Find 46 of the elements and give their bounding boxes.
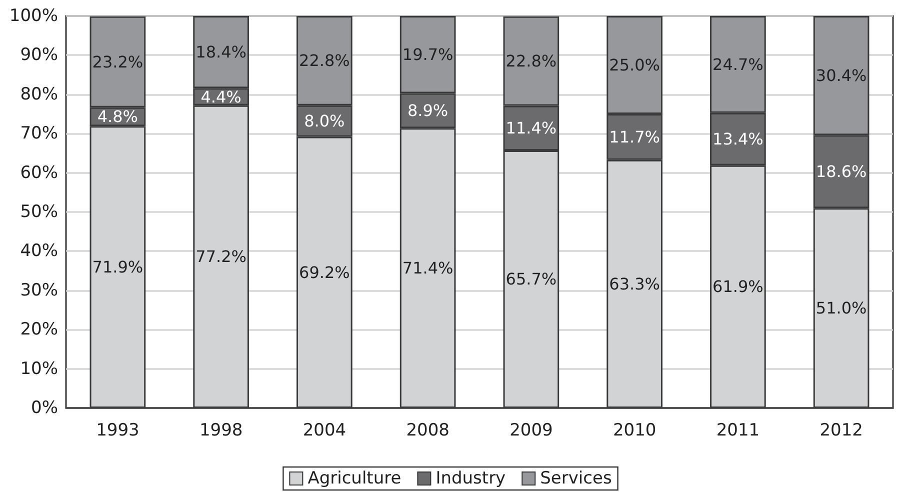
data-label: 51.0%	[816, 298, 867, 318]
data-label: 71.9%	[92, 258, 144, 277]
data-label: 8.9%	[407, 101, 448, 120]
data-label: 4.4%	[200, 87, 242, 106]
x-tick-label: 1993	[96, 420, 140, 440]
data-label: 24.7%	[712, 54, 764, 74]
x-tick-label: 1998	[199, 420, 243, 440]
legend-label: Industry	[436, 468, 506, 488]
x-tick-label: 2009	[510, 420, 553, 440]
data-label: 65.7%	[506, 270, 557, 289]
data-label: 69.2%	[299, 262, 350, 282]
data-label: 71.4%	[402, 258, 454, 278]
data-label: 25.0%	[609, 56, 660, 74]
data-label: 11.4%	[506, 118, 557, 138]
data-label: 22.8%	[506, 52, 557, 71]
data-label: 77.2%	[196, 247, 246, 266]
data-label: 30.4%	[816, 66, 867, 86]
legend-label: Services	[540, 468, 612, 488]
data-label: 63.3%	[609, 274, 660, 294]
y-tick-label: 70%	[20, 124, 58, 144]
y-tick-label: 60%	[20, 162, 58, 183]
x-tick-label: 2012	[820, 420, 863, 440]
data-label: 11.7%	[609, 127, 660, 146]
y-tick-label: 50%	[20, 202, 58, 222]
x-tick-label: 2004	[302, 420, 346, 440]
data-label: 19.7%	[402, 45, 454, 64]
x-tick-label: 2008	[406, 420, 450, 440]
y-tick-label: 20%	[20, 320, 58, 340]
data-label: 18.4%	[196, 42, 246, 62]
y-tick-label: 10%	[20, 358, 58, 379]
y-tick-label: 0%	[31, 398, 58, 418]
y-tick-label: 80%	[20, 84, 58, 104]
data-label: 61.9%	[712, 277, 764, 296]
data-label: 22.8%	[299, 51, 350, 70]
data-label: 18.6%	[816, 162, 867, 182]
y-tick-label: 100%	[9, 6, 58, 26]
data-label: 13.4%	[712, 130, 764, 149]
x-tick-label: 2010	[612, 420, 656, 440]
y-tick-label: 90%	[20, 45, 58, 66]
data-label: 23.2%	[92, 52, 144, 72]
x-tick-label: 2011	[716, 420, 760, 440]
data-label: 4.8%	[97, 107, 138, 126]
legend-label: Agriculture	[308, 468, 402, 488]
y-tick-label: 40%	[20, 241, 58, 262]
data-label: 8.0%	[304, 112, 345, 131]
y-tick-label: 30%	[20, 280, 58, 300]
